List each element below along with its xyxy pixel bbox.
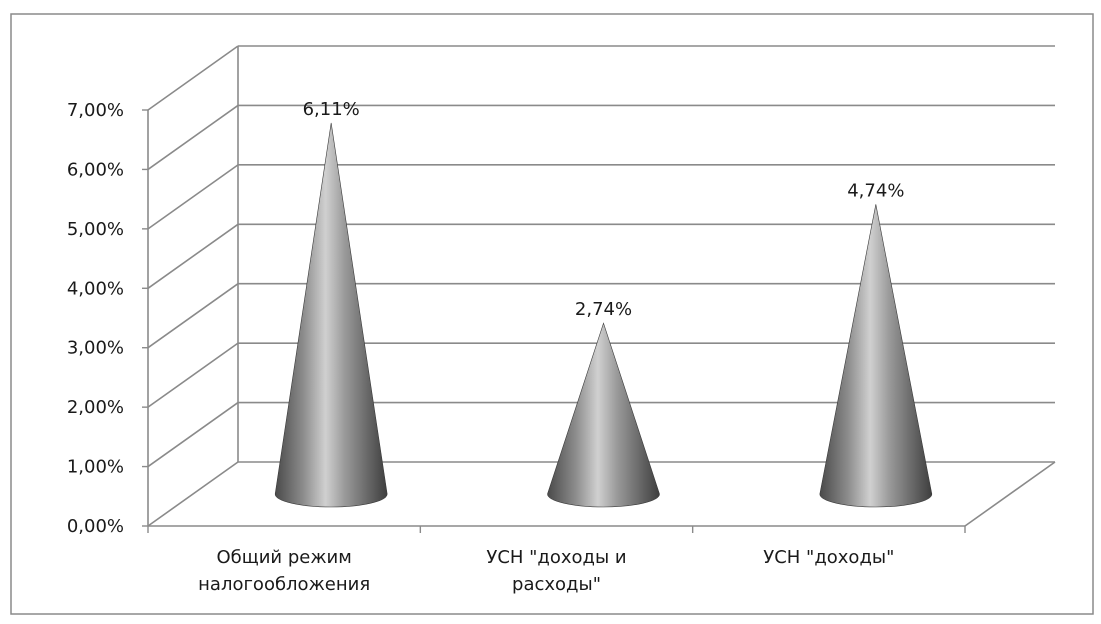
axis-layer [142,46,1056,533]
x-tick-label: Общий режим налогообложения [198,547,370,595]
y-tick-label: 4,00% [67,278,124,299]
data-label: 2,74% [575,299,632,320]
label-layer: 0,00% 1,00% 2,00% 3,00% 4,00% 5,00% 6,00% 7,00%… [67,99,905,595]
side-gridline-2 [147,342,239,408]
side-gridline-5 [147,164,239,230]
floor-right-edge [964,461,1056,527]
y-tick-label: 7,00% [67,100,124,121]
y-tick-label: 0,00% [67,516,124,537]
side-gridline-3 [147,283,239,349]
grid-layer [147,45,1055,527]
cone-layer [274,122,933,508]
y-tick-label: 1,00% [67,457,124,478]
bar-cone [819,204,933,508]
y-tick-label: 2,00% [67,397,124,418]
side-gridline-6 [147,104,239,171]
bar-cone [274,122,388,508]
y-tick-label: 5,00% [67,219,124,240]
side-gridline-1 [147,401,239,468]
y-tick-label: 3,00% [67,338,124,359]
chart-border [10,13,1094,615]
side-gridline-0 [147,461,239,527]
data-label: 6,11% [303,99,360,120]
bar-cone [547,322,660,508]
side-gridline-7 [147,45,239,111]
y-tick-label: 6,00% [67,159,124,180]
side-gridline-4 [147,223,239,289]
data-label: 4,74% [847,180,904,201]
x-tick-label: УСН "доходы и расходы" [486,547,626,595]
x-tick-label: УСН "доходы" [763,547,894,568]
